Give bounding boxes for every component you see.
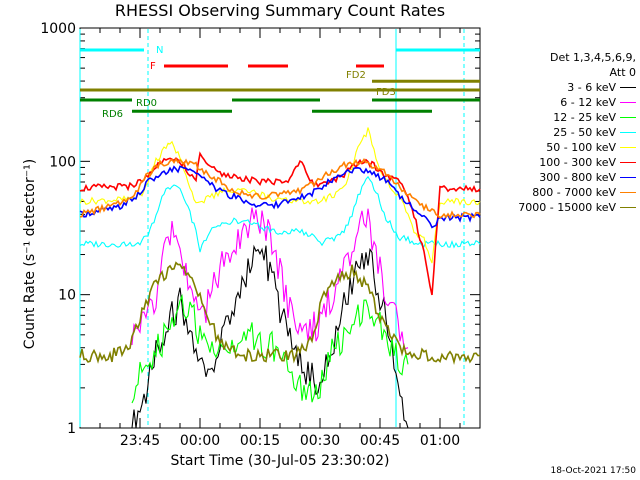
legend-swatch bbox=[620, 207, 636, 208]
legend-entry-label: 50 - 100 keV bbox=[546, 141, 616, 154]
series-line-3-6-kev bbox=[131, 244, 409, 429]
legend-entry: 25 - 50 keV bbox=[470, 125, 636, 140]
series-line-25-50-kev bbox=[79, 175, 481, 253]
legend-header-line-2: Att 0 bbox=[609, 66, 636, 79]
legend-entry-label: 6 - 12 keV bbox=[560, 96, 616, 109]
x-tick-label: 00:30 bbox=[300, 433, 340, 449]
series-line-800-7000-kev bbox=[79, 157, 481, 220]
timestamp: 18-Oct-2021 17:50 bbox=[550, 466, 636, 476]
legend-swatch bbox=[620, 147, 636, 148]
series-line-50-100-kev bbox=[79, 127, 481, 264]
legend-entry: 300 - 800 keV bbox=[470, 170, 636, 185]
legend-swatch bbox=[620, 132, 636, 133]
legend-entry: 6 - 12 keV bbox=[470, 95, 636, 110]
y-tick-label: 100 bbox=[49, 154, 76, 170]
legend-entry: 100 - 300 keV bbox=[470, 155, 636, 170]
legend-entry-label: 7000 - 15000 keV bbox=[518, 201, 616, 214]
legend-entry-label: 3 - 6 keV bbox=[567, 81, 616, 94]
series-line-12-25-kev bbox=[131, 293, 409, 404]
flag-label-f: F bbox=[150, 61, 156, 72]
flag-label-fd2: FD2 bbox=[346, 70, 366, 81]
legend-swatch bbox=[620, 162, 636, 163]
y-tick-label: 1 bbox=[67, 421, 76, 437]
legend-entry: 3 - 6 keV bbox=[470, 80, 636, 95]
legend-entry-label: 12 - 25 keV bbox=[553, 111, 616, 124]
legend-swatch bbox=[620, 102, 636, 103]
x-tick-label: 00:00 bbox=[180, 433, 220, 449]
x-axis-label: Start Time (30-Jul-05 23:30:02) bbox=[170, 453, 390, 469]
series-line-6-12-kev bbox=[131, 207, 409, 349]
x-tick-label: 00:45 bbox=[360, 433, 400, 449]
legend-entry: 50 - 100 keV bbox=[470, 140, 636, 155]
flag-label-fd3: FD3 bbox=[376, 87, 396, 98]
series-line-100-300-kev bbox=[79, 151, 481, 296]
y-tick-label: 1000 bbox=[40, 21, 76, 37]
y-axis-label: Count Rate (s⁻¹ detector⁻¹) bbox=[22, 158, 38, 350]
series-line-7000-15000-kev bbox=[79, 261, 481, 365]
flag-label-n: N bbox=[156, 45, 163, 56]
legend: Det 1,3,4,5,6,9, Att 0 3 - 6 keV 6 - 12 k… bbox=[470, 50, 636, 215]
series-line-300-800-kev bbox=[79, 165, 481, 229]
legend-entry: 12 - 25 keV bbox=[470, 110, 636, 125]
legend-swatch bbox=[620, 87, 636, 88]
chart-title: RHESSI Observing Summary Count Rates bbox=[114, 1, 446, 20]
legend-swatch bbox=[620, 177, 636, 178]
legend-entry: 7000 - 15000 keV bbox=[470, 200, 636, 215]
legend-entry-label: 300 - 800 keV bbox=[539, 171, 616, 184]
legend-swatch bbox=[620, 192, 636, 193]
legend-header-line-1: Det 1,3,4,5,6,9, bbox=[549, 51, 636, 64]
y-tick-label: 10 bbox=[58, 288, 76, 304]
plot-area: 1 10 100 1000 23:45 00:00 00:15 00:30 00:45 01:00… bbox=[40, 21, 481, 449]
flag-label-rd6: RD6 bbox=[102, 109, 123, 120]
legend-swatch bbox=[620, 117, 636, 118]
x-tick-label: 23:45 bbox=[120, 433, 160, 449]
flag-label-rd0: RD0 bbox=[136, 98, 157, 109]
legend-entry: 800 - 7000 keV bbox=[470, 185, 636, 200]
x-tick-label: 01:00 bbox=[420, 433, 460, 449]
legend-entries: 3 - 6 keV 6 - 12 keV 12 - 25 keV 25 - 50 ke… bbox=[470, 80, 636, 215]
legend-entry-label: 25 - 50 keV bbox=[553, 126, 616, 139]
legend-entry-label: 100 - 300 keV bbox=[539, 156, 616, 169]
legend-entry-label: 800 - 7000 keV bbox=[532, 186, 616, 199]
x-tick-label: 00:15 bbox=[240, 433, 280, 449]
